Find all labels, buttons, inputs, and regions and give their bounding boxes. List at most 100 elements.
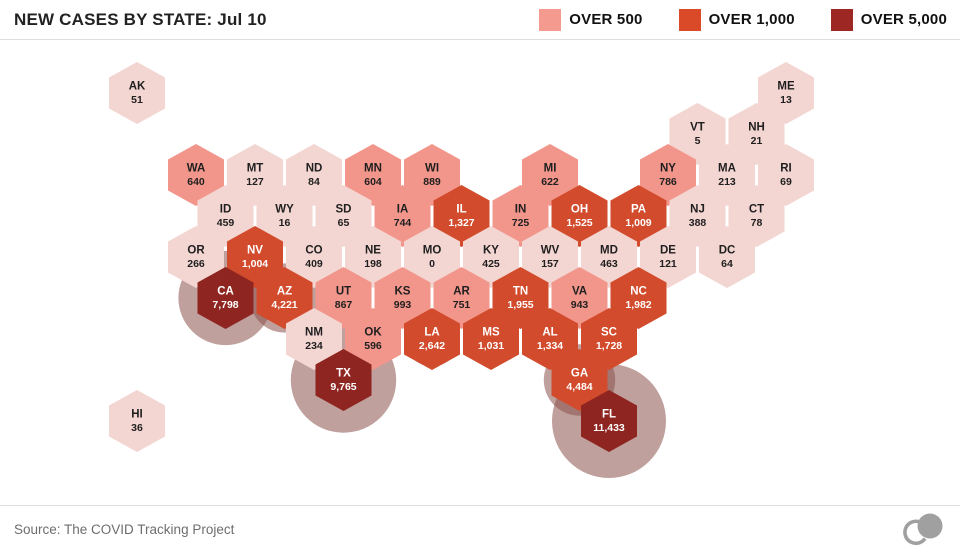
state-hex-WI: [404, 144, 460, 206]
state-hex-WV: [522, 226, 578, 288]
state-abbr-IA: IA: [397, 204, 409, 216]
state-tile-TN: TN1,955: [492, 267, 549, 329]
state-abbr-SC: SC: [601, 327, 617, 339]
state-tile-MO: MO0: [404, 226, 460, 288]
state-tile-AZ: AZ4,221: [256, 267, 313, 329]
state-abbr-ND: ND: [306, 163, 323, 175]
state-value-UT: 867: [335, 299, 353, 311]
state-hex-SC: [581, 308, 637, 370]
state-hex-OK: [345, 308, 401, 370]
state-hex-KS: [374, 267, 431, 329]
state-abbr-CA: CA: [217, 286, 234, 298]
state-hex-TX: [315, 349, 372, 411]
state-abbr-OK: OK: [364, 327, 382, 339]
state-value-CA: 7,798: [212, 299, 238, 311]
state-hex-WY: [256, 185, 313, 247]
state-value-OK: 596: [364, 340, 382, 352]
state-value-WY: 16: [279, 217, 291, 229]
state-abbr-NJ: NJ: [690, 204, 705, 216]
state-abbr-KY: KY: [483, 245, 499, 257]
state-abbr-NY: NY: [660, 163, 676, 175]
state-hex-AL: [522, 308, 578, 370]
state-hex-FL: [581, 390, 637, 452]
header: NEW CASES BY STATE: Jul 10 OVER 500 OVER…: [0, 0, 960, 40]
state-abbr-HI: HI: [131, 409, 143, 421]
state-value-NJ: 388: [689, 217, 707, 229]
state-hex-SD: [315, 185, 372, 247]
state-value-GA: 4,484: [566, 381, 592, 393]
state-hex-NV: [227, 226, 283, 288]
legend: OVER 500 OVER 1,000 OVER 5,000: [539, 8, 947, 31]
state-hex-AR: [433, 267, 490, 329]
state-abbr-IN: IN: [515, 204, 527, 216]
state-hex-GA: [551, 349, 608, 411]
state-tile-IL: IL1,327: [433, 185, 490, 247]
state-value-WA: 640: [187, 176, 205, 188]
legend-label: OVER 5,000: [860, 11, 947, 28]
state-hex-AK: [109, 62, 165, 124]
state-abbr-ID: ID: [220, 204, 232, 216]
state-abbr-DE: DE: [660, 245, 676, 257]
state-hex-KY: [463, 226, 519, 288]
state-hex-RI: [758, 144, 814, 206]
state-value-PA: 1,009: [625, 217, 651, 229]
state-value-HI: 36: [131, 422, 143, 434]
state-abbr-PA: PA: [631, 204, 646, 216]
state-abbr-MA: MA: [718, 163, 736, 175]
legend-label: OVER 500: [569, 11, 643, 28]
state-abbr-SD: SD: [336, 204, 352, 216]
state-hex-CT: [728, 185, 785, 247]
state-value-AR: 751: [453, 299, 471, 311]
state-value-WV: 157: [541, 258, 559, 270]
state-tile-OH: OH1,525: [551, 185, 608, 247]
state-value-ME: 13: [780, 94, 792, 106]
state-abbr-VA: VA: [572, 286, 587, 298]
state-hex-WA: [168, 144, 224, 206]
state-tile-SC: SC1,728: [581, 308, 637, 370]
state-abbr-MT: MT: [247, 163, 264, 175]
state-value-MA: 213: [718, 176, 736, 188]
state-value-MT: 127: [246, 176, 264, 188]
state-tile-PA: PA1,009: [610, 185, 667, 247]
state-value-KY: 425: [482, 258, 500, 270]
state-abbr-GA: GA: [571, 368, 588, 380]
state-value-NE: 198: [364, 258, 382, 270]
state-hex-NC: [610, 267, 667, 329]
state-abbr-WY: WY: [275, 204, 294, 216]
state-value-AZ: 4,221: [271, 299, 297, 311]
state-abbr-AK: AK: [129, 81, 146, 93]
footer: Source: The COVID Tracking Project: [0, 505, 960, 552]
state-hex-NJ: [669, 185, 726, 247]
state-value-RI: 69: [780, 176, 792, 188]
state-value-IN: 725: [512, 217, 530, 229]
state-abbr-RI: RI: [780, 163, 792, 175]
crescent-logo-icon: [903, 513, 943, 546]
state-hex-ME: [758, 62, 814, 124]
state-tile-AL: AL1,334: [522, 308, 578, 370]
state-value-MO: 0: [429, 258, 435, 270]
state-value-LA: 2,642: [419, 340, 445, 352]
state-hex-NM: [286, 308, 342, 370]
state-abbr-OR: OR: [187, 245, 205, 257]
page-title: NEW CASES BY STATE: Jul 10: [14, 9, 267, 29]
state-hex-HI: [109, 390, 165, 452]
state-value-DE: 121: [659, 258, 677, 270]
state-abbr-UT: UT: [336, 286, 351, 298]
state-value-NY: 786: [659, 176, 677, 188]
state-hex-VA: [551, 267, 608, 329]
